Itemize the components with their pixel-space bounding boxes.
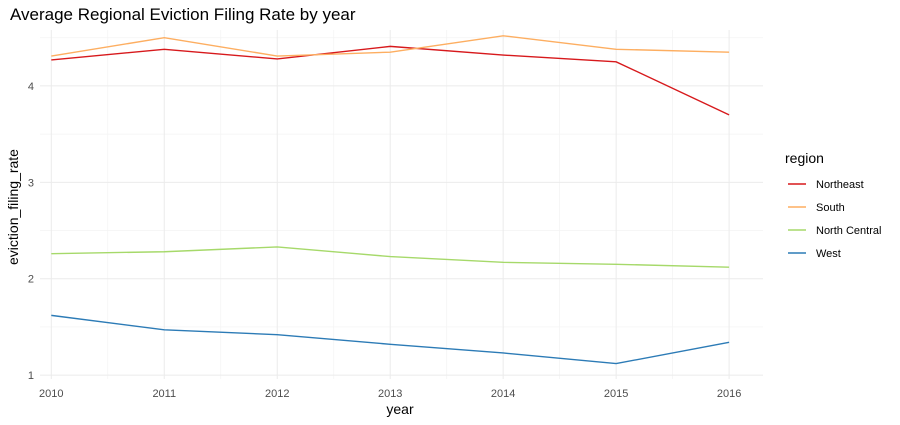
legend-label: North Central bbox=[816, 225, 881, 237]
gridlines bbox=[40, 30, 763, 379]
y-axis-ticks: 1 2 3 4 bbox=[28, 81, 34, 382]
series-line-south bbox=[51, 35, 730, 57]
x-axis-ticks: 2010 2011 2012 2013 2014 2015 2016 bbox=[39, 388, 741, 400]
x-tick-label: 2010 bbox=[39, 388, 63, 400]
legend-title: region bbox=[785, 150, 824, 166]
series-line-northeast bbox=[51, 45, 730, 116]
y-tick-label: 3 bbox=[28, 177, 34, 189]
x-axis-title: year bbox=[386, 401, 414, 417]
legend-label: Northeast bbox=[816, 179, 864, 191]
chart-title: Average Regional Eviction Filing Rate by… bbox=[10, 5, 356, 24]
y-tick-label: 1 bbox=[28, 370, 34, 382]
y-axis-title: eviction_filing_rate bbox=[5, 149, 21, 265]
x-tick-label: 2012 bbox=[265, 388, 289, 400]
legend-label: South bbox=[816, 202, 845, 214]
x-tick-label: 2011 bbox=[152, 388, 176, 400]
series-lines bbox=[51, 35, 730, 365]
series-line-west bbox=[51, 314, 730, 365]
x-tick-label: 2016 bbox=[717, 388, 741, 400]
legend-label: West bbox=[816, 248, 841, 260]
x-tick-label: 2013 bbox=[378, 388, 402, 400]
y-tick-label: 4 bbox=[28, 81, 34, 93]
x-tick-label: 2015 bbox=[604, 388, 628, 400]
legend: region Northeast South North Central West bbox=[785, 150, 881, 260]
x-tick-label: 2014 bbox=[491, 388, 515, 400]
y-tick-label: 2 bbox=[28, 274, 34, 286]
series-line-north-central bbox=[51, 246, 730, 268]
